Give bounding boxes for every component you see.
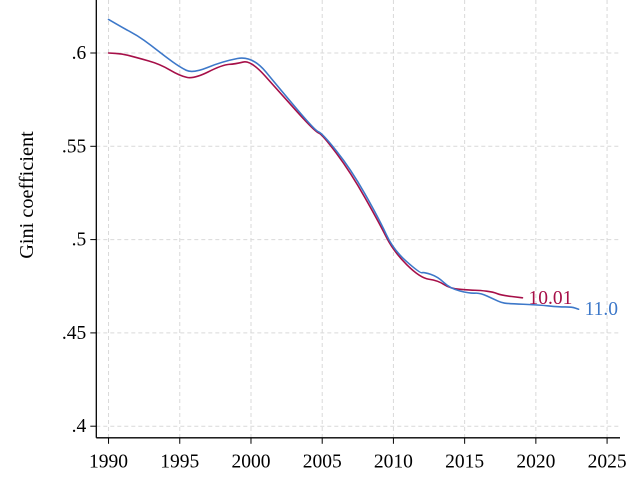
svg-text:1990: 1990 xyxy=(89,451,128,472)
svg-text:2020: 2020 xyxy=(516,451,555,472)
svg-text:2010: 2010 xyxy=(374,451,413,472)
svg-text:1995: 1995 xyxy=(160,451,199,472)
svg-text:10.01: 10.01 xyxy=(528,288,572,309)
svg-text:.5: .5 xyxy=(72,230,87,251)
svg-text:Gini coefficient: Gini coefficient xyxy=(16,131,38,259)
svg-text:2015: 2015 xyxy=(445,451,484,472)
svg-text:2005: 2005 xyxy=(303,451,342,472)
svg-text:.4: .4 xyxy=(72,416,87,437)
svg-text:2025: 2025 xyxy=(588,451,627,472)
svg-text:11.0: 11.0 xyxy=(585,299,618,320)
svg-text:2000: 2000 xyxy=(231,451,270,472)
svg-text:.45: .45 xyxy=(62,323,86,344)
svg-text:.6: .6 xyxy=(72,43,87,64)
svg-text:.55: .55 xyxy=(62,136,86,157)
